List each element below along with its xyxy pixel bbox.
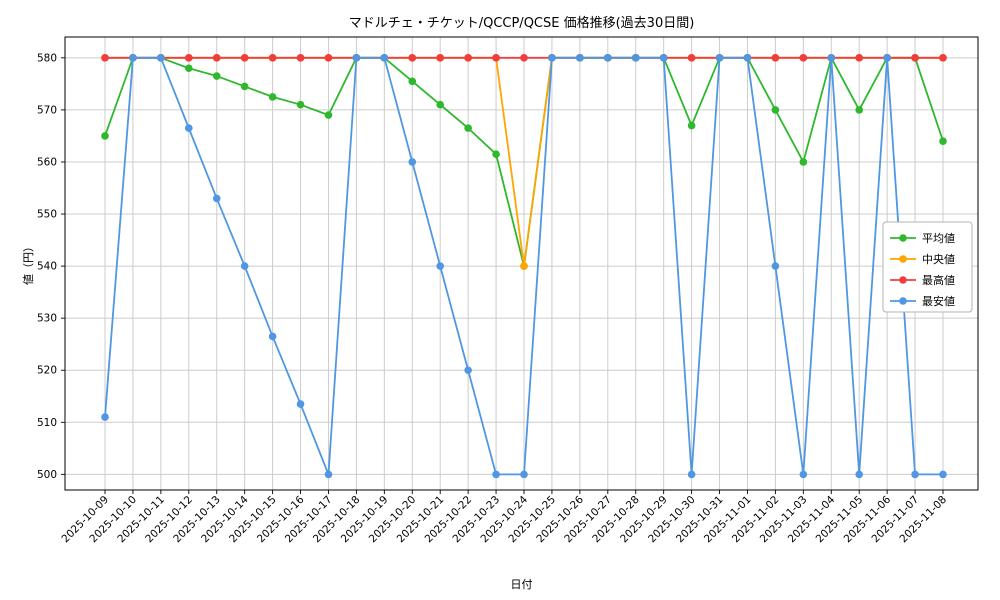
series-min-marker: [324, 470, 333, 479]
series-min-marker: [687, 470, 696, 479]
series-min-marker: [855, 470, 863, 479]
series-min-marker: [240, 262, 249, 270]
series-min-marker: [715, 54, 724, 62]
series-average-marker: [296, 100, 305, 109]
series-min-marker: [799, 470, 808, 479]
series-min-marker: [604, 54, 612, 62]
series-average-marker: [436, 100, 445, 109]
series-min-marker: [659, 54, 668, 62]
y-tick-label: 520: [37, 365, 57, 377]
series-min-marker: [296, 400, 305, 408]
series-max-marker: [799, 54, 808, 62]
chart-title: マドルチェ・チケット/QCCP/QCSE 価格推移(過去30日間): [348, 16, 695, 31]
x-axis-label: 日付: [510, 578, 533, 591]
series-average-marker: [464, 124, 472, 132]
series-average-marker: [324, 111, 333, 119]
series-min-marker: [911, 470, 919, 479]
series-min-marker: [548, 54, 556, 62]
legend-label-average: 平均値: [922, 232, 955, 245]
series-max-marker: [855, 54, 863, 62]
series-max-marker: [185, 54, 193, 62]
series-average-marker: [101, 132, 109, 140]
series-max-marker: [101, 54, 109, 62]
series-min-marker: [631, 54, 640, 62]
series-average-marker: [771, 106, 780, 114]
series-max-marker: [324, 54, 333, 62]
series-max-marker: [408, 54, 417, 62]
series-average-marker: [185, 64, 193, 73]
legend-marker-median: [899, 255, 907, 263]
legend-label-median: 中央値: [922, 253, 955, 266]
series-average-marker: [687, 121, 696, 130]
series-min-marker: [380, 54, 389, 62]
y-tick-label: 500: [37, 469, 57, 481]
series-min-marker: [939, 470, 947, 479]
y-axis-label: 値（円）: [22, 241, 35, 285]
series-average-marker: [268, 93, 277, 101]
y-tick-label: 550: [37, 209, 57, 221]
series-min-marker: [436, 262, 445, 270]
series-min-marker: [185, 124, 193, 132]
series-min-marker: [827, 54, 836, 62]
y-tick-label: 560: [37, 156, 57, 168]
series-max-marker: [911, 54, 919, 62]
series-min-marker: [157, 54, 165, 62]
series-min-marker: [520, 470, 528, 479]
series-average-marker: [939, 137, 947, 145]
series-max-marker: [296, 54, 305, 62]
series-average-marker: [212, 72, 221, 80]
series-max-marker: [492, 54, 500, 62]
legend-label-min: 最安値: [922, 294, 955, 308]
series-min-marker: [129, 54, 137, 62]
y-tick-label: 530: [37, 313, 57, 325]
series-average-marker: [855, 106, 863, 114]
series-max-marker: [771, 54, 780, 62]
series-average-marker: [799, 158, 808, 166]
legend-marker-max: [899, 276, 907, 284]
series-min-marker: [352, 54, 361, 62]
series-max-marker: [268, 54, 277, 62]
series-max-marker: [939, 54, 947, 62]
series-max-marker: [240, 54, 249, 62]
series-max-marker: [212, 54, 221, 62]
legend-marker-average: [899, 234, 907, 242]
legend-marker-min: [899, 297, 907, 305]
series-min-marker: [268, 332, 277, 341]
axis-ticks: [61, 57, 944, 494]
legend-label-max: 最高値: [922, 273, 955, 287]
y-tick-label: 540: [37, 261, 57, 273]
series-min-marker: [883, 54, 891, 62]
series-min-marker: [101, 413, 109, 421]
series-min-marker: [743, 54, 752, 62]
series-max-marker: [687, 54, 696, 62]
series-max-marker: [520, 54, 528, 62]
series-average-marker: [408, 77, 417, 86]
series-median-marker: [520, 262, 528, 270]
y-tick-label: 510: [37, 417, 57, 429]
series-min-marker: [408, 158, 417, 166]
series-min-marker: [464, 366, 472, 375]
series-max-marker: [464, 54, 472, 62]
series-average-marker: [240, 82, 249, 91]
y-tick-label: 570: [37, 104, 57, 116]
legend-box: [882, 221, 973, 313]
series-min-marker: [576, 54, 584, 62]
series-min: [101, 54, 947, 479]
series-average-marker: [492, 150, 500, 158]
series-min-marker: [492, 470, 500, 479]
plot-border: [64, 36, 979, 491]
series-max-marker: [436, 54, 445, 62]
series-min-marker: [771, 262, 780, 270]
series-min-marker: [212, 194, 221, 203]
y-tick-label: 580: [37, 52, 57, 64]
